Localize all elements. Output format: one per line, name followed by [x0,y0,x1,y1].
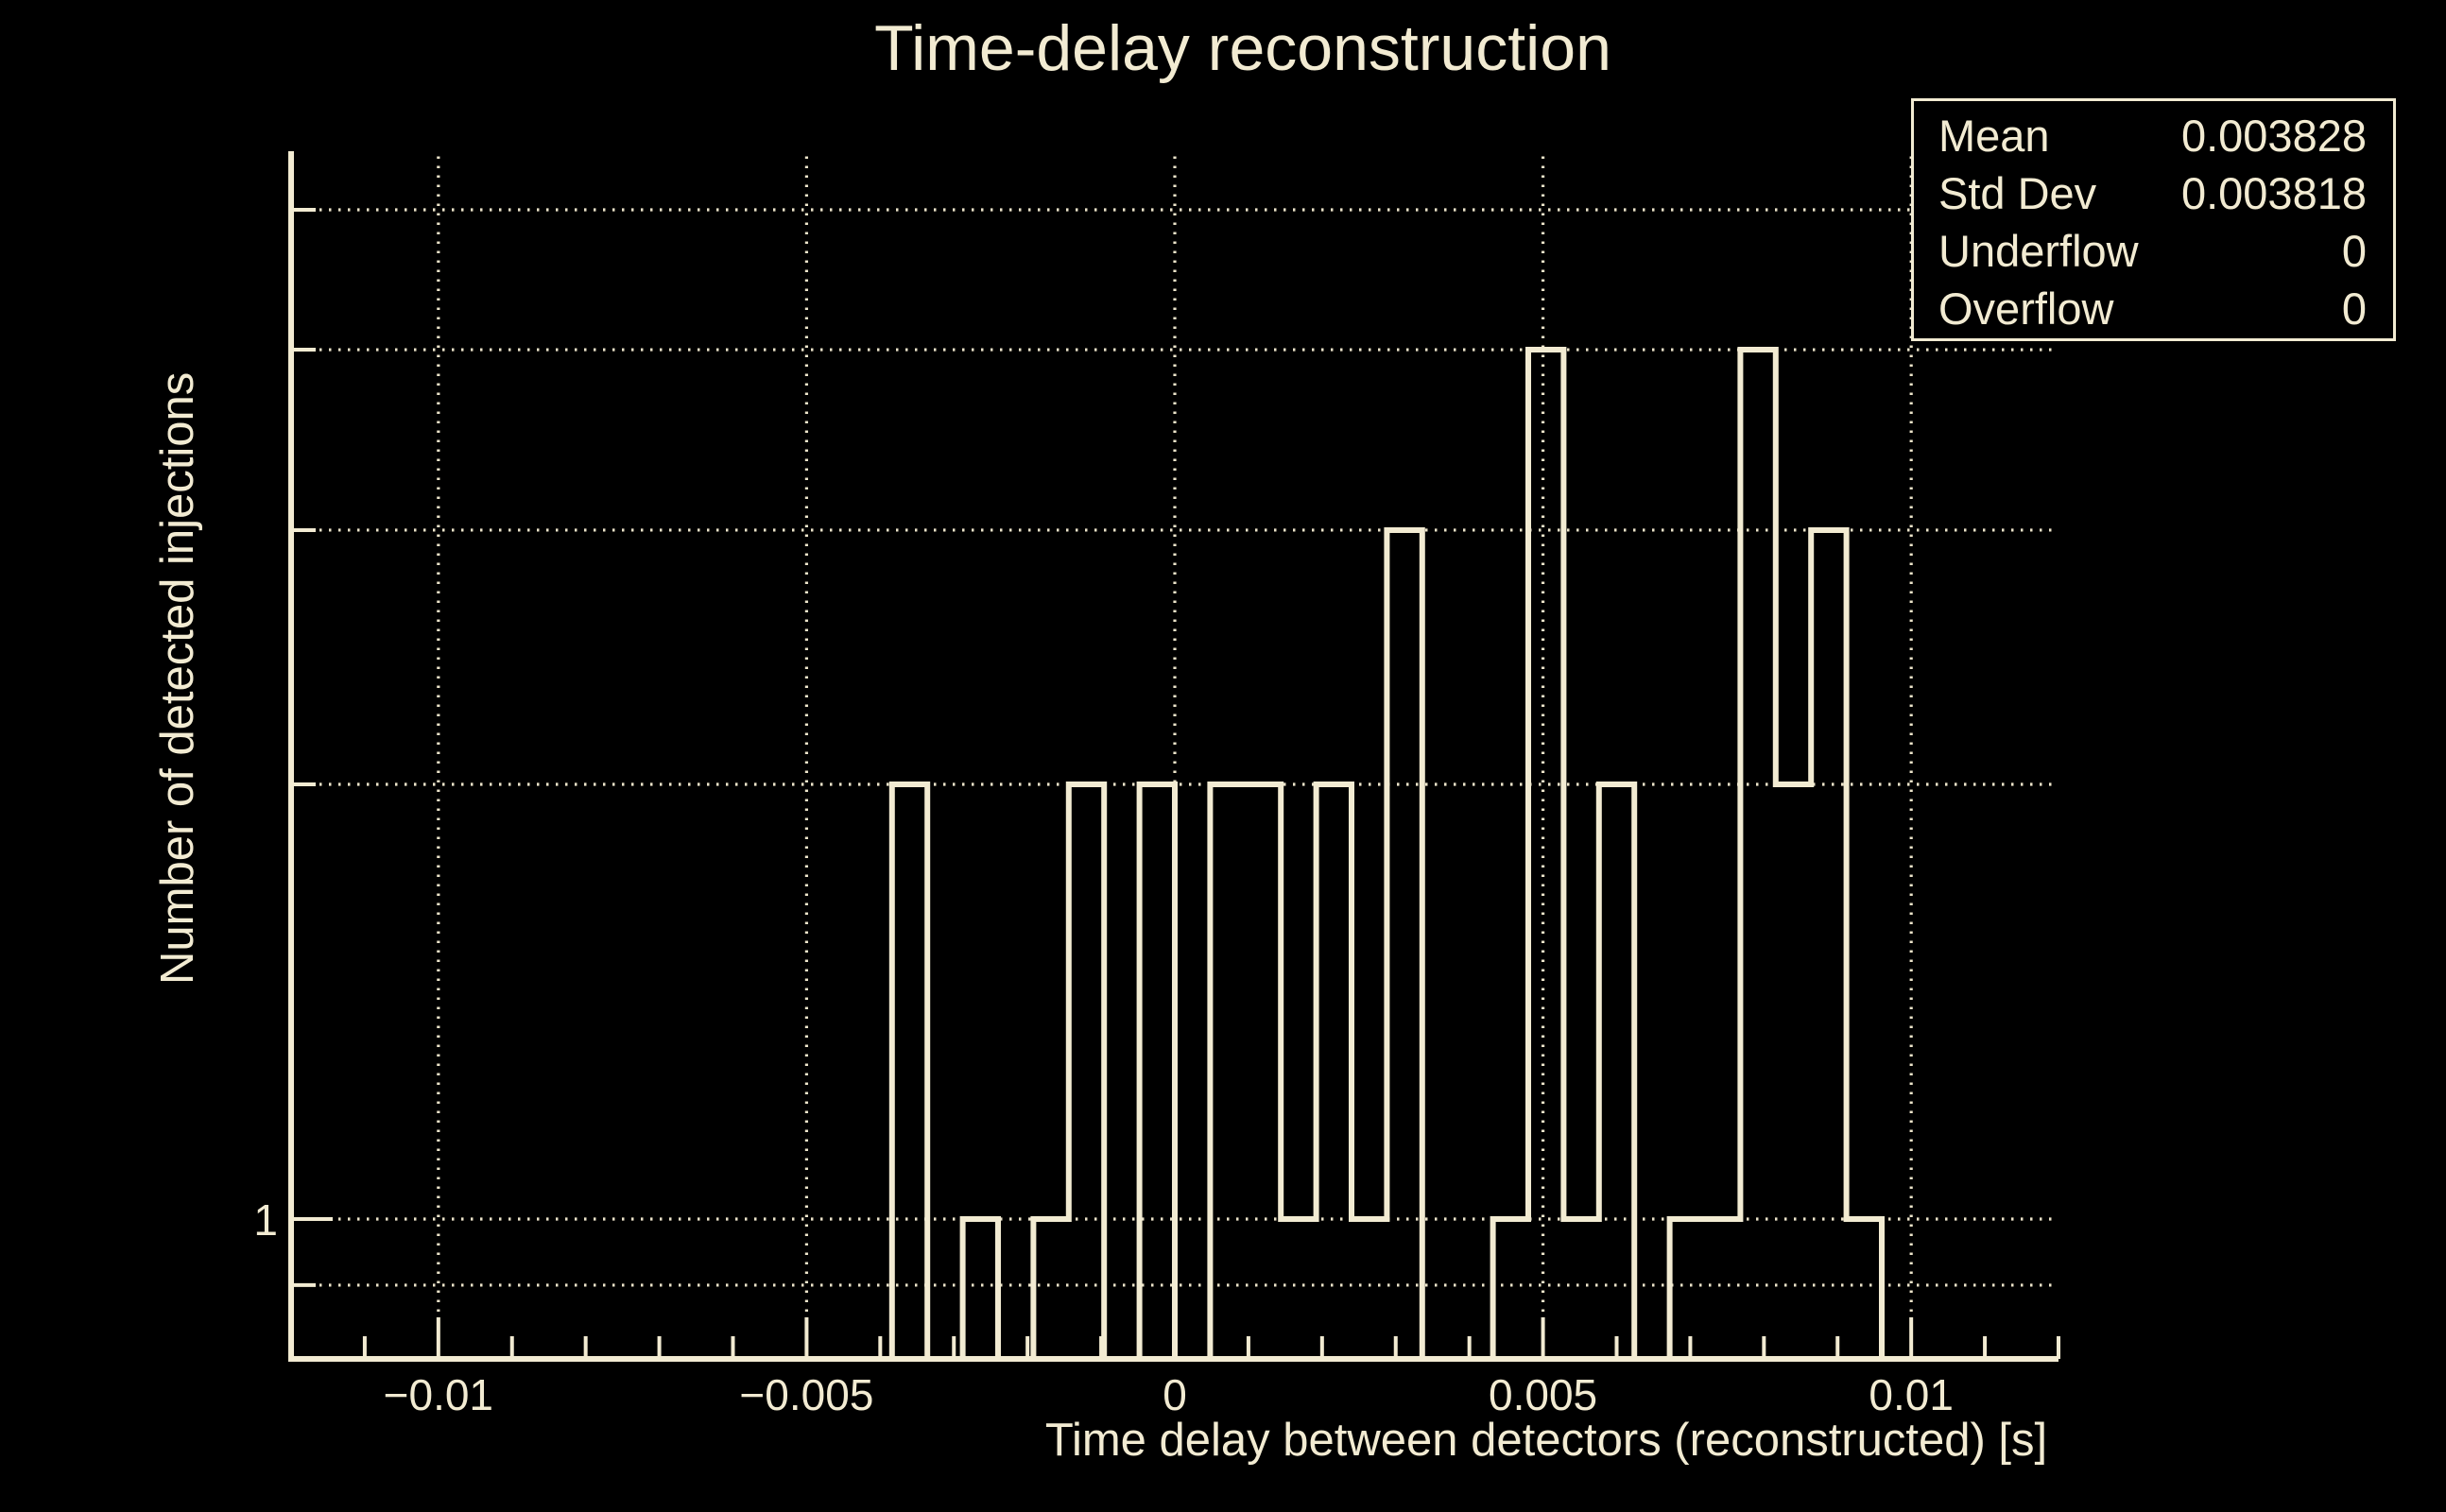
stats-row-mean: Mean 0.003828 [1938,110,2367,163]
x-tick-label: 0.01 [1869,1370,1954,1419]
stats-value: 0 [2341,226,2367,277]
stats-value: 0.003828 [2180,110,2367,161]
x-tick-label: −0.01 [384,1370,493,1419]
stats-label: Overflow [1938,284,2114,335]
y-tick-label: 1 [253,1195,278,1245]
stats-label: Underflow [1938,226,2139,277]
stats-value: 0.003818 [2180,167,2367,218]
x-tick-label: 0 [1163,1370,1187,1419]
stats-label: Std Dev [1938,167,2097,218]
stats-box: Mean 0.003828 Std Dev 0.003818 Underflow… [1911,98,2396,341]
x-tick-label: −0.005 [739,1370,873,1419]
x-axis-title: Time delay between detectors (reconstruc… [1044,1415,2048,1466]
x-tick-label: 0.005 [1489,1370,1597,1419]
page-title: Time-delay reconstruction [874,12,1611,84]
stats-row-stddev: Std Dev 0.003818 [1938,167,2367,220]
y-axis-title: Number of detected injections [152,371,203,985]
histogram-outline [291,347,2058,1362]
stats-row-overflow: Overflow 0 [1938,283,2367,335]
stats-row-underflow: Underflow 0 [1938,225,2367,278]
stats-label: Mean [1938,110,2050,161]
stats-value: 0 [2341,284,2367,335]
